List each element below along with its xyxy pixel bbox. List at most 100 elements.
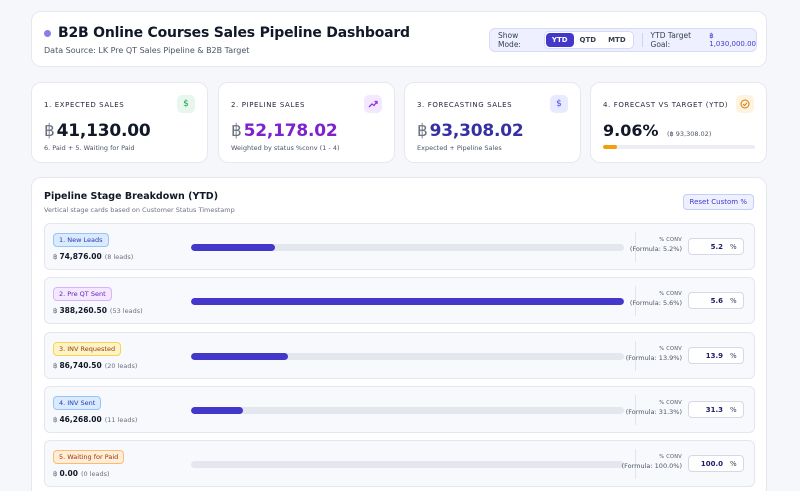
currency-symbol: ฿ (231, 121, 242, 141)
stage-amount: ฿ 388,260.50 (53 leads) (53, 306, 143, 315)
stage-amount-value: 86,740.50 (59, 361, 102, 370)
stage-amount-value: 388,260.50 (59, 306, 107, 315)
kpi-label: 1. EXPECTED SALES (44, 101, 125, 109)
kpi-label: 2. PIPELINE SALES (231, 101, 306, 109)
reset-custom-button[interactable]: Reset Custom % (682, 194, 754, 210)
kpi-label: 3. FORECASTING SALES (417, 101, 513, 109)
section-subtitle: Vertical stage cards based on Customer S… (44, 206, 235, 214)
stage-badge: 3. INV Requested (53, 342, 122, 356)
conv-formula: (Formula: 5.6%) (629, 299, 682, 307)
stage-lead-count: (0 leads) (80, 470, 110, 478)
conv-info: % CONV (Formula: 31.3%) (626, 400, 682, 416)
dollar-icon: $ (177, 95, 195, 113)
stage-amount-value: 0.00 (59, 469, 78, 478)
trend-up-icon (364, 95, 382, 113)
kpi-note: Expected + Pipeline Sales (417, 144, 502, 152)
kpi-label: 4. FORECAST VS TARGET (YTD) (603, 101, 729, 109)
conv-percent-input[interactable] (689, 351, 723, 360)
mode-qtd-button[interactable]: QTD (579, 36, 597, 44)
kpi-forecast-vs-target: 4. FORECAST VS TARGET (YTD) 9.06% (฿ 93,… (590, 82, 767, 163)
mode-ytd-button[interactable]: YTD (545, 33, 574, 47)
conv-label: % CONV (659, 237, 682, 243)
stage-badge: 4. INV Sent (53, 396, 102, 410)
stage-bar-track (191, 298, 624, 305)
conv-info: % CONV (Formula: 13.9%) (626, 346, 682, 362)
stage-amount: ฿ 74,876.00 (8 leads) (53, 252, 133, 261)
stage-lead-count: (11 leads) (104, 416, 138, 424)
check-circle-icon (736, 95, 754, 113)
percent-unit: % (730, 405, 737, 414)
stage-amount: ฿ 46,268.00 (11 leads) (53, 415, 137, 424)
conv-label: % CONV (659, 291, 682, 297)
stage-bar-fill (191, 244, 275, 251)
target-progress-bar (603, 145, 755, 149)
conv-formula: (Formula: 13.9%) (625, 354, 682, 362)
conv-input-box: % (688, 238, 744, 255)
stage-lead-count: (20 leads) (104, 362, 138, 370)
kpi-value: ฿ 93,308.02 (417, 121, 524, 141)
stage-badge: 1. New Leads (53, 233, 109, 247)
kpi-amount: 52,178.02 (243, 121, 338, 141)
currency-symbol: ฿ (53, 253, 58, 261)
kpi-amount: 93,308.02 (429, 121, 524, 141)
conv-input-box: % (688, 292, 744, 309)
conv-label: % CONV (659, 454, 682, 460)
show-mode-panel: Show Mode: YTD QTD MTD YTD Target Goal: … (489, 28, 757, 52)
mode-toggle-group: YTD QTD MTD (543, 31, 634, 49)
stage-bar-track (191, 353, 624, 360)
stage-amount-value: 74,876.00 (59, 252, 102, 261)
stage-amount-value: 46,268.00 (59, 415, 102, 424)
conv-percent-input[interactable] (689, 242, 723, 251)
stage-card: 3. INV Requested ฿ 86,740.50 (20 leads) % … (44, 332, 755, 379)
stage-lead-count: (8 leads) (104, 253, 134, 261)
conv-info: % CONV (Formula: 100.0%) (622, 454, 682, 470)
stage-bar-track (191, 461, 624, 468)
title-row: B2B Online Courses Sales Pipeline Dashbo… (44, 25, 410, 41)
stage-divider (635, 232, 636, 262)
stage-divider (635, 341, 636, 371)
page-title: B2B Online Courses Sales Pipeline Dashbo… (58, 25, 410, 41)
conv-input-box: % (688, 401, 744, 418)
stage-divider (635, 395, 636, 425)
conv-info: % CONV (Formula: 5.6%) (630, 291, 682, 307)
stage-bar-track (191, 407, 624, 414)
section-title: Pipeline Stage Breakdown (YTD) (44, 191, 219, 202)
stage-bar-fill (191, 298, 624, 305)
conv-percent-input[interactable] (689, 405, 723, 414)
conv-input-box: % (688, 455, 744, 472)
stage-divider (635, 286, 636, 316)
kpi-note: Weighted by status %conv (1 - 4) (231, 144, 340, 152)
kpi-pipeline-sales: 2. PIPELINE SALES ฿ 52,178.02 Weighted by… (218, 82, 395, 163)
kpi-value: ฿ 41,130.00 (44, 121, 151, 141)
stage-divider (635, 449, 636, 479)
currency-symbol: ฿ (53, 307, 58, 315)
percent-unit: % (730, 351, 737, 360)
stage-bar-fill (191, 407, 243, 414)
stage-card: 1. New Leads ฿ 74,876.00 (8 leads) % CONV … (44, 223, 755, 270)
currency-symbol: ฿ (53, 470, 58, 478)
pipeline-stage-breakdown: Pipeline Stage Breakdown (YTD) Vertical … (31, 177, 767, 491)
stage-amount: ฿ 86,740.50 (20 leads) (53, 361, 137, 370)
conv-input-box: % (688, 347, 744, 364)
kpi-note: 6. Paid + 5. Waiting for Paid (44, 144, 135, 152)
stage-bar-track (191, 244, 624, 251)
conv-formula: (Formula: 31.3%) (625, 408, 682, 416)
mode-divider (641, 33, 643, 47)
conv-percent-input[interactable] (689, 296, 723, 305)
percent-unit: % (730, 242, 737, 251)
dollar-icon: $ (550, 95, 568, 113)
title-dot-icon (44, 29, 51, 37)
stage-badge: 5. Waiting for Paid (53, 450, 125, 464)
currency-symbol: ฿ (44, 121, 55, 141)
percent-unit: % (730, 459, 737, 468)
conv-info: % CONV (Formula: 5.2%) (630, 237, 682, 253)
stage-lead-count: (53 leads) (109, 307, 143, 315)
stage-card: 4. INV Sent ฿ 46,268.00 (11 leads) % CONV … (44, 386, 755, 433)
currency-symbol: ฿ (53, 416, 58, 424)
currency-symbol: ฿ (417, 121, 428, 141)
target-goal-value: ฿ 1,030,000.00 (709, 32, 757, 48)
mode-mtd-button[interactable]: MTD (608, 36, 626, 44)
conv-percent-input[interactable] (689, 459, 723, 468)
stage-amount: ฿ 0.00 (0 leads) (53, 469, 110, 478)
kpi-expected-sales: 1. EXPECTED SALES $ ฿ 41,130.00 6. Paid +… (31, 82, 208, 163)
